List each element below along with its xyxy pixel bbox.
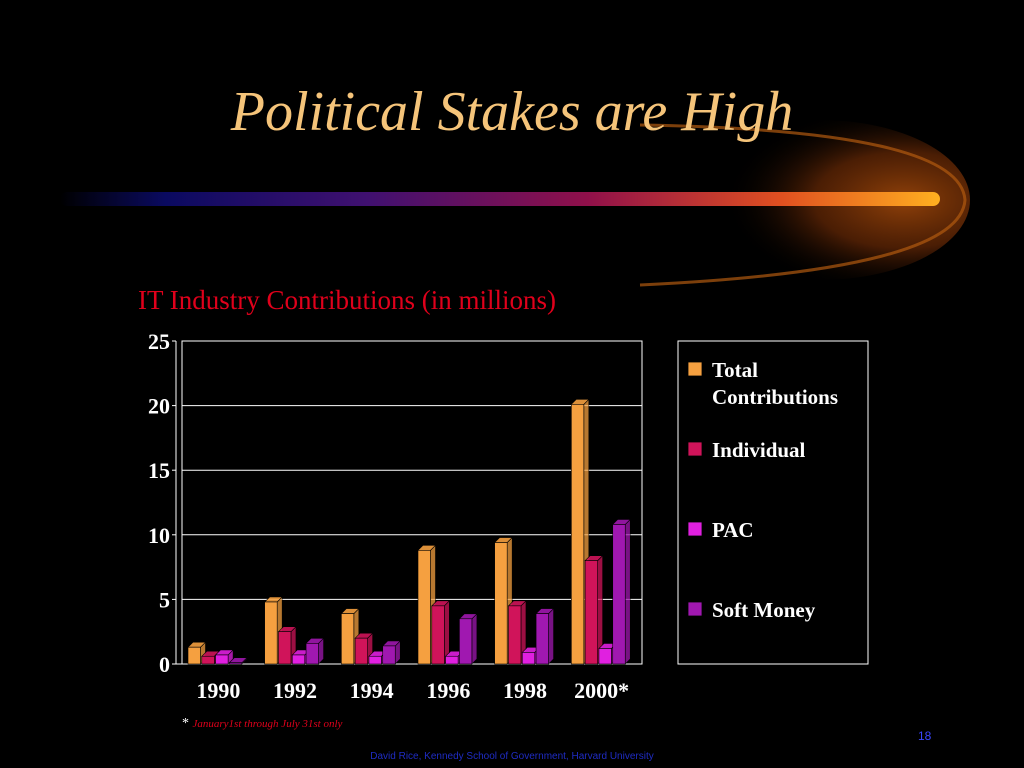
y-tick-label: 5 (159, 587, 170, 612)
bar-soft-money (382, 645, 396, 665)
bar-individual (201, 655, 215, 665)
arc-decoration (639, 123, 967, 287)
page-title: Political Stakes are High (230, 81, 794, 143)
bar-individual (431, 605, 445, 665)
bar-total (187, 646, 201, 665)
y-tick-label: 10 (148, 523, 170, 548)
bar-pac (445, 655, 459, 665)
bar-side-soft-money (624, 518, 631, 665)
legend-label-total: Total Contributions (712, 358, 838, 409)
bar-side-soft-money (548, 607, 554, 665)
bar-soft-money (229, 662, 243, 665)
bar-total (264, 601, 278, 665)
bar-total (417, 550, 431, 665)
footer-credit: David Rice, Kennedy School of Government… (370, 751, 654, 762)
bar-pac (598, 648, 612, 665)
bar-individual (278, 631, 292, 665)
chart-title: IT Industry Contributions (in millions) (138, 285, 556, 315)
bar-individual (584, 560, 598, 665)
footnote-text: January1st through July 31st only (192, 718, 343, 730)
legend-swatch-soft-money (687, 601, 703, 617)
legend-box (677, 340, 869, 665)
y-tick-label: 25 (148, 329, 170, 354)
legend-swatch-total (687, 361, 703, 377)
x-tick-label: 1990 (196, 678, 240, 703)
bar-individual (508, 605, 522, 665)
y-tick-label: 20 (148, 394, 170, 419)
beam-decoration (60, 192, 940, 206)
legend-label-individual: Individual (712, 438, 806, 462)
bar-side-soft-money (471, 613, 478, 665)
bar-total (341, 613, 355, 665)
bar-soft-money (459, 618, 473, 665)
x-tick-label: 1996 (426, 678, 470, 703)
x-tick-label: 1992 (273, 678, 317, 703)
bar-soft-money (535, 613, 549, 665)
bar-individual (354, 637, 368, 665)
x-tick-label: 1998 (503, 678, 547, 703)
bar-total (571, 404, 585, 665)
legend-swatch-individual (687, 441, 703, 457)
bar-pac (215, 654, 229, 665)
bar-pac (521, 652, 536, 665)
legend-swatch-pac (687, 521, 703, 537)
x-tick-label: 2000* (574, 678, 629, 703)
bar-pac (291, 654, 306, 665)
footnote: * January1st through July 31st only (182, 716, 342, 732)
x-tick-label: 1994 (350, 678, 394, 703)
legend-label-soft-money: Soft Money (712, 598, 816, 622)
footnote-star: * (182, 716, 189, 731)
bar-soft-money (612, 524, 626, 665)
legend-label-pac: PAC (712, 518, 754, 542)
y-tick-label: 0 (159, 652, 170, 677)
page-number: 18 (918, 729, 932, 743)
bar-total (494, 542, 508, 665)
y-tick-label: 15 (148, 458, 170, 483)
bar-pac (368, 655, 382, 665)
bar-soft-money (305, 643, 319, 665)
